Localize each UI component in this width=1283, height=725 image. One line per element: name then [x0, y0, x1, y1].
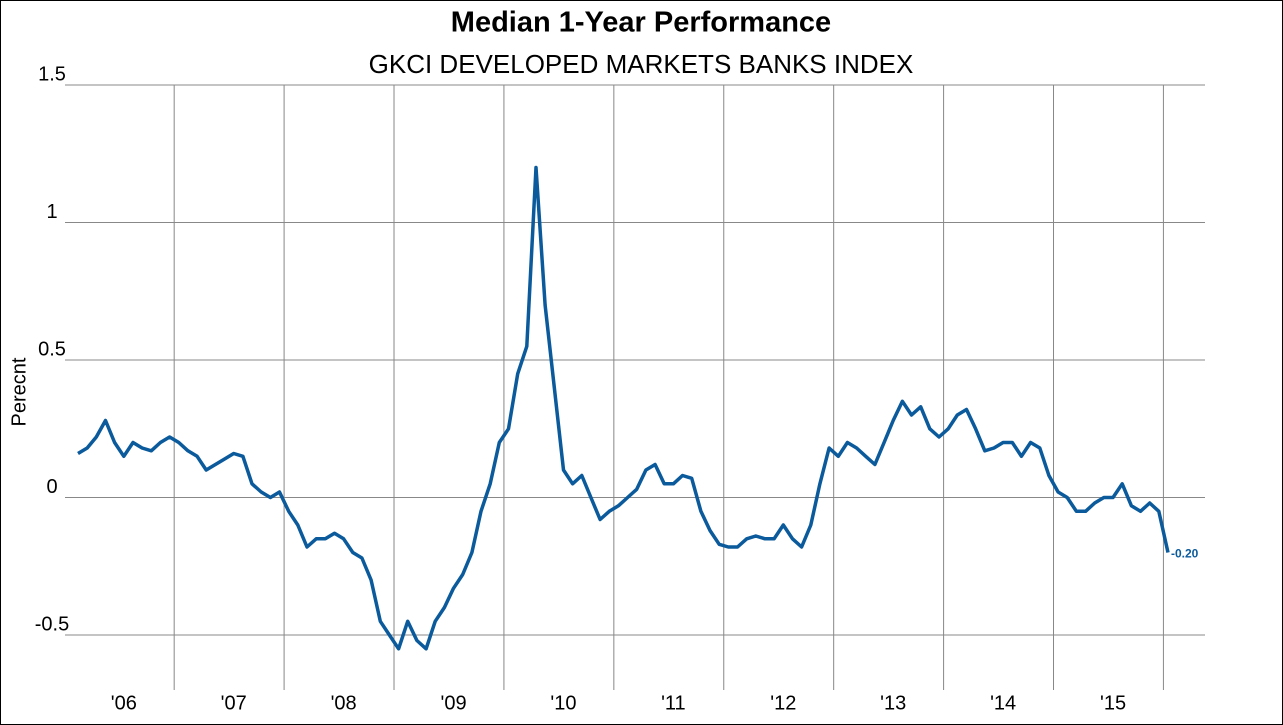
y-tick-label: 0.5: [38, 338, 66, 360]
x-tick-label: '10: [550, 692, 576, 714]
y-tick-label: 0: [46, 476, 57, 498]
chart-title: Median 1-Year Performance: [451, 7, 831, 39]
value-label: -0.20: [1171, 547, 1199, 561]
x-tick-label: '12: [770, 692, 796, 714]
y-tick-label: -0.5: [35, 613, 69, 635]
x-tick-label: '06: [111, 692, 137, 714]
y-tick-label: 1: [46, 201, 57, 223]
x-tick-label: '09: [441, 692, 467, 714]
x-tick-label: '15: [1100, 692, 1126, 714]
chart-subtitle: GKCI DEVELOPED MARKETS BANKS INDEX: [369, 49, 914, 79]
line-series: [77, 165, 1170, 651]
x-tick-label: '14: [990, 692, 1016, 714]
x-tick-label: '08: [331, 692, 357, 714]
y-axis-label: Perecnt: [8, 357, 30, 426]
x-tick-label: '07: [221, 692, 247, 714]
x-tick-label: '11: [661, 692, 686, 714]
x-tick-label: '13: [880, 692, 906, 714]
y-tick-label: 1.5: [38, 63, 66, 85]
